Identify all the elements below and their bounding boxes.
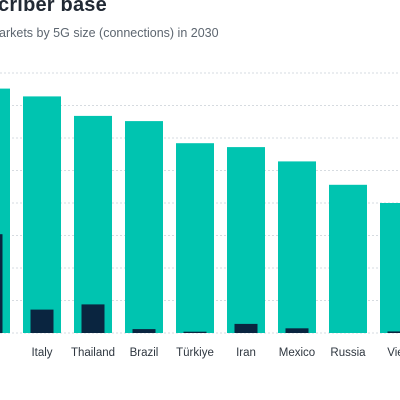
x-tick-label-vietr: Vietr bbox=[387, 347, 400, 359]
x-tick-label-russia: Russia bbox=[330, 347, 366, 359]
bar-series-1-t-rkiye bbox=[176, 143, 214, 333]
bar-series-1-russia bbox=[329, 185, 367, 333]
bar-series-2-vietr bbox=[388, 331, 400, 333]
bar-series-1-italy bbox=[23, 96, 61, 333]
x-tick-label-thailand: Thailand bbox=[71, 347, 115, 359]
bar-series-1-thailand bbox=[74, 116, 112, 333]
bar-series-1-iran bbox=[227, 147, 265, 333]
x-tick-label-t-rkiye: Türkiye bbox=[176, 347, 214, 359]
bar-series-2-italy bbox=[31, 310, 54, 333]
bar-series-1-mexico bbox=[278, 161, 316, 333]
x-tick-label-italy: Italy bbox=[31, 347, 52, 359]
x-tick-label-iran: Iran bbox=[236, 347, 256, 359]
x-tick-label-brazil: Brazil bbox=[130, 347, 159, 359]
bar-series-1-vietr bbox=[380, 203, 400, 333]
bar-series-2-brazil bbox=[133, 329, 156, 333]
bar-series-2-mexico bbox=[286, 328, 309, 333]
bar-series-2-a bbox=[0, 234, 3, 333]
x-tick-label-mexico: Mexico bbox=[279, 347, 315, 359]
bar-series-1-brazil bbox=[125, 121, 163, 333]
bar-series-2-iran bbox=[235, 324, 258, 333]
bar-series-2-thailand bbox=[82, 304, 105, 333]
bar-series-2-t-rkiye bbox=[184, 332, 207, 333]
